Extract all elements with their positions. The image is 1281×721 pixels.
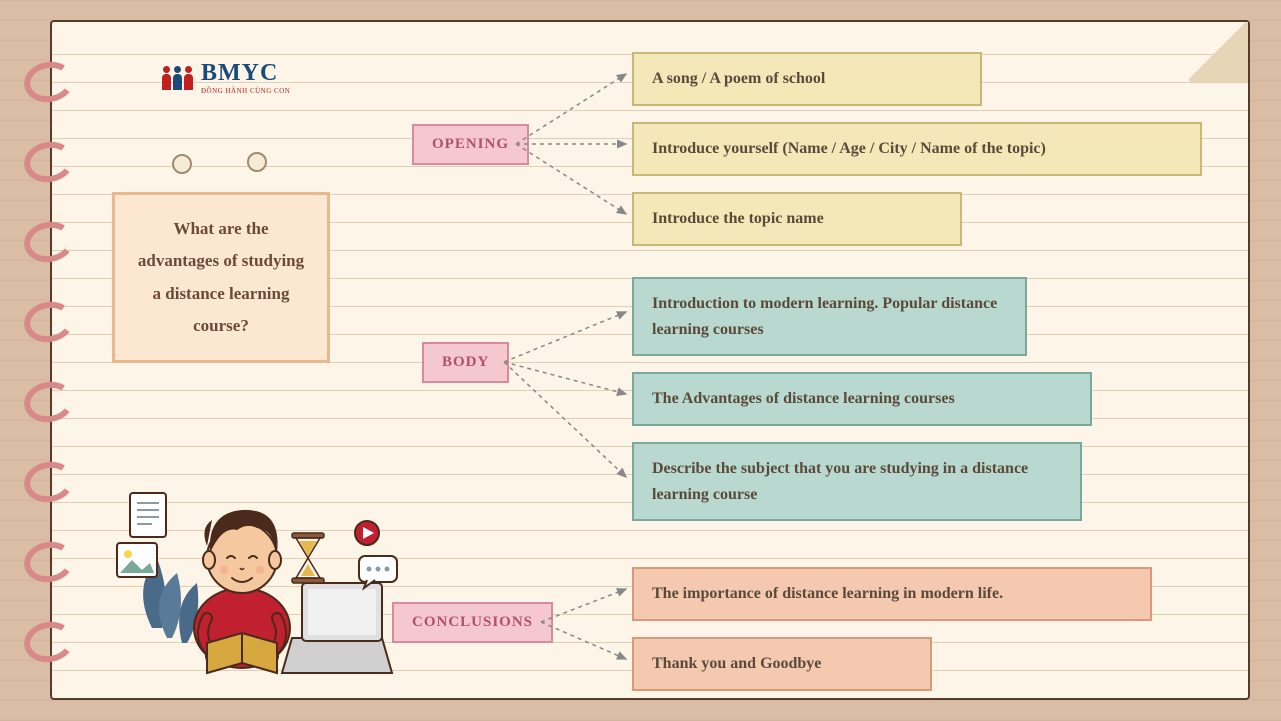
item-opening-2: Introduce the topic name xyxy=(632,192,962,246)
logo: BMYC ĐỒNG HÀNH CÙNG CON xyxy=(162,60,290,95)
topic-question-box: What are the advantages of studying a di… xyxy=(112,192,330,363)
section-label-opening: OPENING xyxy=(412,124,529,165)
topic-question-text: What are the advantages of studying a di… xyxy=(138,219,304,335)
logo-icon xyxy=(162,66,193,90)
item-body-0: Introduction to modern learning. Popular… xyxy=(632,277,1027,356)
section-label-conclusions: CONCLUSIONS xyxy=(392,602,553,643)
item-body-2: Describe the subject that you are studyi… xyxy=(632,442,1082,521)
item-conclusions-1: Thank you and Goodbye xyxy=(632,637,932,691)
logo-sub-text: ĐỒNG HÀNH CÙNG CON xyxy=(201,87,290,95)
punch-hole xyxy=(247,152,267,172)
item-body-1: The Advantages of distance learning cour… xyxy=(632,372,1092,426)
section-label-body: BODY xyxy=(422,342,509,383)
item-opening-0: A song / A poem of school xyxy=(632,52,982,106)
student-illustration xyxy=(112,428,412,688)
spiral-binding xyxy=(24,62,74,702)
logo-main-text: BMYC xyxy=(201,60,290,87)
item-conclusions-0: The importance of distance learning in m… xyxy=(632,567,1152,621)
item-opening-1: Introduce yourself (Name / Age / City / … xyxy=(632,122,1202,176)
punch-hole xyxy=(172,154,192,174)
notebook-page: BMYC ĐỒNG HÀNH CÙNG CON What are the adv… xyxy=(50,20,1250,700)
